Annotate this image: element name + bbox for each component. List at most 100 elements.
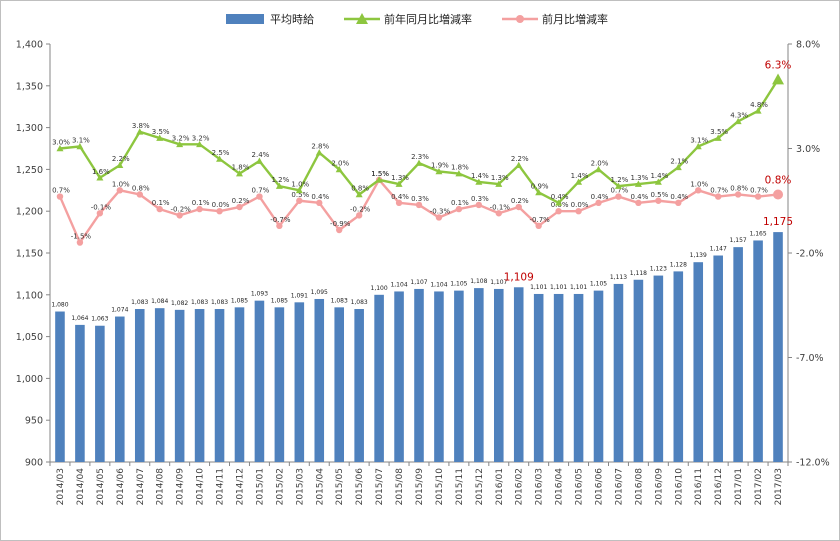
x-tick-label: 2015/01	[255, 468, 265, 505]
bar	[493, 288, 504, 462]
bar	[394, 291, 404, 462]
bar	[613, 283, 624, 462]
x-tick-label: 2014/04	[76, 468, 86, 506]
yoy-data-label: 2.3%	[411, 153, 429, 161]
bar-data-label: 1,101	[550, 284, 567, 291]
yoy-point-marker	[275, 182, 283, 189]
x-tick-label: 2015/02	[275, 468, 285, 505]
x-tick-label: 2014/11	[216, 468, 226, 505]
mom-point-marker	[655, 197, 662, 204]
yoy-data-label: 1.0%	[291, 180, 309, 188]
yoy-point-marker	[535, 188, 543, 196]
yoy-data-label: 3.5%	[710, 128, 728, 136]
bar	[234, 307, 245, 462]
yoy-data-label: 3.2%	[172, 134, 190, 142]
mom-data-label: 0.4%	[391, 193, 409, 201]
yoy-data-label: 4.8%	[750, 101, 768, 109]
bar-data-label: 1,064	[71, 315, 88, 322]
bar	[294, 302, 305, 462]
yoy-point-marker	[415, 159, 423, 166]
mom-data-label: -1.5%	[71, 233, 92, 241]
mom-point-marker	[276, 222, 283, 230]
legend-label: 前月比増減率	[542, 12, 608, 26]
bar	[115, 316, 125, 462]
bar	[214, 309, 225, 462]
x-tick-label: 2017/01	[734, 468, 744, 505]
bar-data-label: 1,107	[410, 279, 427, 286]
bar-data-label: 1,083	[131, 299, 148, 306]
y-right-tick-label: 3.0%	[796, 144, 820, 155]
mom-point-marker	[675, 199, 682, 207]
line-series: 0.7%-1.5%-0.1%1.0%0.8%0.1%-0.2%0.1% 0.0%0…	[52, 60, 791, 246]
mom-point-marker	[635, 199, 642, 207]
mom-data-label: 0.1%	[152, 199, 170, 207]
yoy-data-label: 0.9%	[531, 182, 549, 190]
bar-data-label: 1,084	[151, 298, 168, 305]
yoy-data-label: 1.9%	[431, 161, 449, 169]
yoy-data-label: 1.8%	[451, 164, 469, 172]
yoy-data-label: 2.0%	[591, 159, 609, 167]
mom-data-label: 0.7%	[710, 187, 728, 195]
legend-item-bar: 平均時給	[226, 12, 314, 26]
yoy-data-label: 2.2%	[511, 155, 529, 163]
bar-data-label: 1,093	[251, 291, 268, 298]
yoy-data-label: 1.4%	[471, 172, 489, 180]
y-left-tick-label: 1,150	[16, 249, 43, 260]
y-right-tick-label: -12.0%	[796, 458, 830, 469]
yoy-point-marker	[216, 155, 224, 162]
bar-data-label: 1,123	[650, 266, 667, 273]
x-tick-label: 2016/03	[535, 468, 545, 505]
x-tick-label: 2016/05	[575, 468, 585, 505]
bar-data-label: 1,091	[291, 292, 308, 299]
mom-data-label: 0.7%	[252, 187, 270, 195]
yoy-data-label: 2.8%	[311, 143, 329, 151]
bar-data-label: 1,105	[590, 281, 607, 288]
bar	[194, 309, 205, 462]
bar	[434, 291, 444, 462]
y-left-tick-label: 1,050	[16, 332, 43, 343]
bar-data-label: 1,085	[271, 297, 288, 304]
mom-point-marker	[136, 191, 143, 198]
legend-item-mom: 前月比増減率	[502, 12, 608, 26]
yoy-point-marker	[455, 170, 463, 177]
bar-data-label: 1,083	[211, 299, 228, 306]
yoy-data-label: 1.5%	[371, 170, 389, 178]
yoy-data-label: 3.2%	[192, 134, 210, 142]
bar-data-label: 1,085	[231, 297, 248, 304]
x-tick-label: 2014/05	[96, 468, 106, 505]
bar	[374, 294, 384, 462]
yoy-point-marker	[614, 182, 622, 189]
x-tick-label: 2014/07	[136, 468, 146, 505]
bar	[174, 309, 185, 462]
yoy-point-marker	[714, 134, 722, 141]
bar-data-label: 1,105	[450, 281, 467, 288]
mom-point-marker	[475, 201, 483, 209]
bar-data-label: 1,074	[111, 307, 128, 314]
x-tick-label: 2015/04	[315, 468, 325, 506]
mom-data-label: 0.4%	[311, 193, 329, 201]
bar-data-label: 1,101	[530, 284, 547, 291]
mom-point-marker	[56, 193, 64, 200]
x-tick-label: 2016/08	[634, 468, 644, 506]
mom-point-marker	[734, 191, 742, 198]
yoy-point-marker	[136, 128, 144, 135]
x-tick-label: 2015/12	[475, 468, 485, 505]
x-tick-label: 2017/02	[754, 468, 764, 505]
x-tick-label: 2014/12	[235, 468, 245, 505]
y-left-tick-label: 950	[25, 416, 43, 427]
yoy-point-marker	[435, 167, 443, 175]
bar-data-label-highlight: 1,109	[504, 271, 534, 283]
bar-data-label: 1,104	[430, 281, 447, 288]
bar	[75, 324, 85, 462]
yoy-point-marker	[575, 178, 583, 185]
y-left-tick-label: 1,000	[16, 374, 43, 385]
mom-point-marker	[116, 187, 124, 194]
yoy-data-label: 1.2%	[271, 176, 289, 184]
bar-data-label: 1,101	[570, 284, 587, 291]
x-tick-label: 2016/11	[694, 468, 704, 505]
bar	[653, 275, 664, 462]
yoy-data-label: 1.3%	[391, 174, 409, 182]
bar-data-label: 1,118	[630, 270, 647, 277]
mom-data-label: 0.7%	[611, 187, 629, 195]
bar	[773, 232, 783, 462]
